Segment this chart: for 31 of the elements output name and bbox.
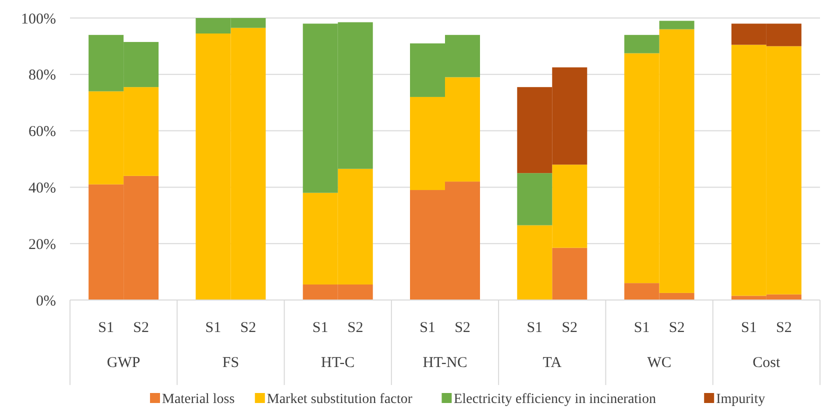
x-tick-label: S1 — [526, 320, 543, 336]
text: TA — [542, 355, 562, 371]
y-tick-label: 40% — [28, 180, 56, 196]
legend-label: Market substitution factor — [266, 392, 413, 407]
legend-label: Impurity — [716, 392, 766, 407]
text: Cost — [752, 355, 782, 371]
text: HT-NC — [422, 355, 468, 371]
x-tick-label: S1 — [205, 320, 222, 336]
x-tick-label: S1 — [634, 320, 650, 336]
x-tick-label: S2 — [454, 320, 470, 336]
text: FS — [222, 355, 240, 371]
legend-label: Electricity efficiency in incineration — [454, 392, 656, 407]
x-tick-label: S2 — [562, 320, 578, 336]
x-tick-label: S2 — [133, 320, 149, 336]
x-tick-label: S2 — [347, 320, 364, 336]
x-tick-label: S1 — [312, 320, 328, 336]
x-tick-label: S2 — [668, 320, 685, 336]
x-tick-label: S1 — [741, 320, 757, 336]
y-tick-label: 0% — [36, 293, 56, 310]
y-tick-label: 80% — [28, 68, 56, 84]
y-tick-label: 60% — [28, 124, 56, 140]
x-tick-label: S2 — [240, 320, 256, 336]
y-tick-label: 100% — [21, 11, 56, 28]
text: HT-C — [321, 355, 355, 371]
legend-label: Material loss — [162, 392, 235, 407]
text: WC — [647, 355, 672, 371]
x-tick-label: S1 — [420, 320, 436, 336]
x-tick-label: S2 — [776, 320, 792, 336]
text: GWP — [106, 355, 140, 371]
x-tick-label: S1 — [98, 320, 114, 336]
y-tick-label: 20% — [28, 236, 56, 253]
